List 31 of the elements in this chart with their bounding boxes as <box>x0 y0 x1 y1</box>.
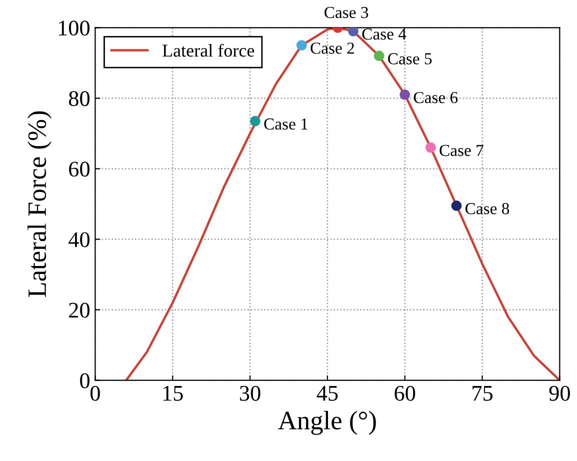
x-tick-label: 15 <box>163 386 183 401</box>
annotation: Case 6 <box>414 92 458 104</box>
x-axis-title: Angle (°) <box>278 410 376 435</box>
y-tick-label: 60 <box>69 162 90 177</box>
point <box>451 200 462 211</box>
y-tick-label: 0 <box>80 373 90 388</box>
point <box>348 28 358 36</box>
legend-label: Lateral force <box>162 44 254 57</box>
y-tick-label: 80 <box>68 91 90 106</box>
annotation: Case 4 <box>362 28 406 40</box>
point <box>250 116 260 126</box>
y-tick-label: 100 <box>58 20 90 36</box>
x-tick-label: 60 <box>394 386 416 401</box>
point <box>296 40 307 50</box>
y-axis-title: Lateral Force (%) <box>28 111 52 298</box>
y-tick-label: 20 <box>69 302 90 318</box>
x-tick-label: 45 <box>316 386 338 401</box>
x-tick-label: 75 <box>472 386 493 401</box>
x-tick-label: 90 <box>549 386 570 401</box>
annotation: Case 2 <box>310 42 354 54</box>
point <box>400 89 410 100</box>
annotation: Case 7 <box>440 144 484 156</box>
x-tick-label: 0 <box>90 386 100 401</box>
x-tick-label: 30 <box>240 386 260 401</box>
annotation: Case 1 <box>264 118 308 130</box>
annotation: Case 3 <box>324 6 368 18</box>
annotation: Case 8 <box>465 203 510 214</box>
y-tick-label: 40 <box>68 232 90 248</box>
point <box>425 142 436 153</box>
annotation: Case 5 <box>388 53 432 64</box>
point <box>374 50 384 62</box>
